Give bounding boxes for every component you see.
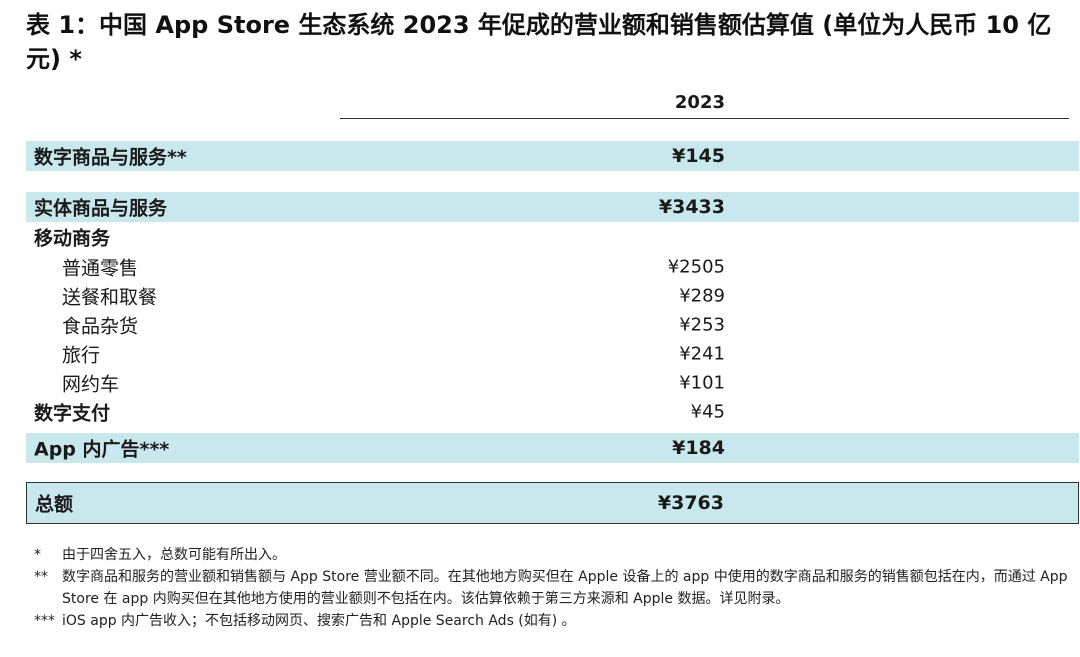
- row-value: ¥145: [672, 145, 725, 167]
- table-row-general-retail: 普通零售 ¥2505: [26, 252, 1079, 281]
- column-header: 2023: [340, 92, 1069, 119]
- table-row-digital-payments: 数字支付 ¥45: [26, 397, 1079, 426]
- row-label: 数字商品与服务**: [34, 146, 187, 169]
- table-row-grocery: 食品杂货 ¥253: [26, 310, 1079, 339]
- footnote-mark: *: [34, 547, 41, 563]
- footnote: *** iOS app 内广告收入；不包括移动网页、搜索广告和 Apple Se…: [34, 610, 1074, 632]
- table-row-physical-goods: 实体商品与服务 ¥3433: [26, 192, 1079, 222]
- row-label: 送餐和取餐: [62, 286, 158, 308]
- table-title: 表 1：中国 App Store 生态系统 2023 年促成的营业额和销售额估算…: [26, 11, 1052, 73]
- row-value: ¥101: [679, 372, 725, 393]
- row-value: ¥45: [690, 401, 725, 422]
- table-row-mobile-commerce: 移动商务: [26, 222, 1079, 251]
- row-label: 移动商务: [34, 227, 111, 249]
- footnote-text: 由于四舍五入，总数可能有所出入。: [62, 547, 286, 563]
- row-value: ¥2505: [667, 256, 725, 277]
- total-value: ¥3763: [657, 492, 724, 514]
- total-label: 总额: [35, 493, 74, 516]
- table-row-digital-goods: 数字商品与服务** ¥145: [26, 141, 1079, 171]
- table-row-ride-hailing: 网约车 ¥101: [26, 368, 1079, 397]
- footnote-text: 数字商品和服务的营业额和销售额与 App Store 营业额不同。在其他地方购买…: [62, 569, 1068, 607]
- column-header-year: 2023: [674, 92, 725, 113]
- row-label: App 内广告***: [34, 438, 170, 461]
- row-value: ¥253: [679, 314, 725, 335]
- row-label: 旅行: [62, 344, 101, 366]
- row-label: 网约车: [62, 373, 120, 395]
- row-value: ¥3433: [658, 196, 725, 218]
- row-value: ¥184: [672, 437, 725, 459]
- row-value: ¥241: [679, 343, 725, 364]
- row-label: 普通零售: [62, 257, 139, 279]
- row-label: 实体商品与服务: [34, 197, 168, 220]
- row-value: ¥289: [679, 285, 725, 306]
- table-row-food-delivery: 送餐和取餐 ¥289: [26, 281, 1079, 310]
- footnote: ** 数字商品和服务的营业额和销售额与 App Store 营业额不同。在其他地…: [34, 566, 1074, 610]
- footnotes: * 由于四舍五入，总数可能有所出入。 ** 数字商品和服务的营业额和销售额与 A…: [34, 544, 1074, 632]
- footnote: * 由于四舍五入，总数可能有所出入。: [34, 544, 1074, 566]
- row-label: 数字支付: [34, 402, 111, 424]
- table-row-in-app-ads: App 内广告*** ¥184: [26, 433, 1079, 463]
- footnote-mark: ***: [34, 613, 55, 629]
- footnote-mark: **: [34, 569, 48, 585]
- footnote-text: iOS app 内广告收入；不包括移动网页、搜索广告和 Apple Search…: [62, 613, 576, 629]
- row-label: 食品杂货: [62, 315, 139, 337]
- table-row-travel: 旅行 ¥241: [26, 339, 1079, 368]
- table-row-total: 总额 ¥3763: [26, 482, 1079, 524]
